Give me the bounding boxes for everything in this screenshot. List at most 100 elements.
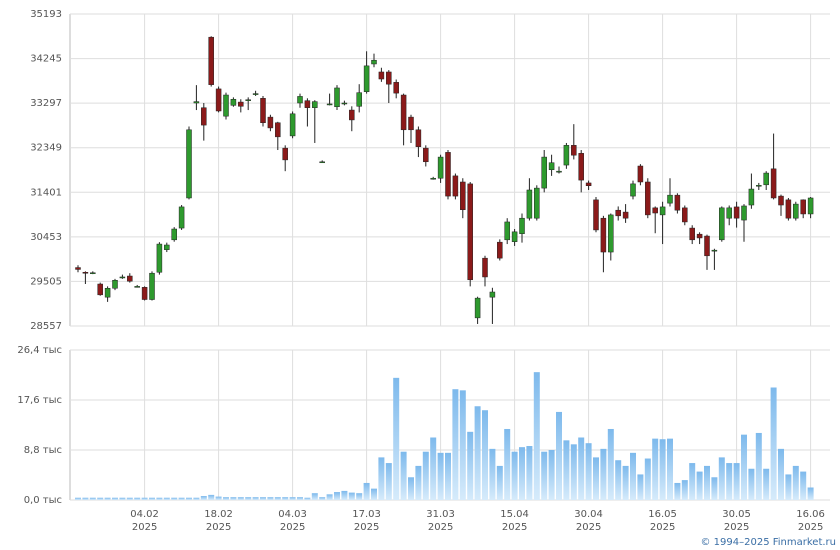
volume-bar (393, 377, 400, 500)
y-tick-label: 31401 (30, 187, 62, 198)
volume-bar (326, 494, 333, 500)
volume-bar (311, 493, 318, 500)
candle-body (193, 101, 200, 104)
volume-bar (334, 492, 340, 500)
y-tick-label: 33297 (30, 98, 62, 109)
volume-bar (356, 493, 363, 500)
candle-body (156, 243, 163, 273)
volume-bar (385, 463, 392, 500)
candle-body (201, 107, 207, 126)
volume-bar (297, 497, 303, 500)
volume-bar (141, 497, 148, 500)
volume-bar (149, 497, 155, 500)
volume-bar (200, 496, 207, 500)
candle-body (519, 217, 525, 234)
candle-body (282, 147, 288, 161)
volume-bar (607, 428, 614, 500)
volume-bar (563, 440, 570, 500)
candle-body (341, 102, 348, 105)
volume-bar (689, 463, 696, 500)
candle-body (430, 177, 436, 180)
volume-bar (437, 452, 444, 500)
volume-bar (748, 468, 755, 500)
volume-bar (792, 465, 799, 500)
volume-bar (452, 389, 459, 500)
volume-bar (304, 497, 311, 500)
candle-body (474, 297, 481, 319)
volume-bar (763, 468, 770, 500)
candle-body (260, 98, 266, 123)
volume-bar (622, 465, 629, 500)
candle-body (645, 181, 651, 216)
x-tick-label: 15.04 2025 (500, 509, 529, 533)
candle-body (726, 207, 732, 219)
volume-bar (267, 497, 274, 500)
volume-bar (548, 450, 555, 500)
candle-body (600, 217, 607, 253)
volume-bar (681, 480, 688, 500)
credit: © 1994–2025 Finmarket.ru (700, 537, 836, 548)
candle-body (534, 187, 540, 219)
volume-bar (82, 497, 89, 500)
candle-body (408, 116, 414, 131)
volume-bar (593, 457, 599, 500)
volume-bar (348, 492, 355, 500)
x-tick-label-line: 16.06 (796, 509, 825, 520)
candle-body (149, 272, 155, 300)
candle-body (793, 203, 799, 219)
y-tick-label: 26,4 тыс (17, 345, 62, 356)
candle-body (741, 205, 747, 221)
candle-body (423, 147, 429, 163)
volume-bar (770, 387, 777, 500)
candle-body (682, 207, 688, 223)
volume-bar (156, 497, 163, 500)
volume-bar (119, 497, 126, 500)
volume-bar (755, 432, 762, 500)
x-tick-label-line: 15.04 (500, 509, 529, 520)
volume-bar (541, 451, 548, 500)
volume-bar (733, 463, 740, 500)
candle-body (400, 94, 407, 131)
volume-bar (223, 497, 229, 500)
candle-body (482, 257, 488, 278)
volume-bar (459, 390, 466, 500)
candle-body (186, 129, 192, 199)
x-tick-label-line: 2025 (798, 522, 823, 533)
candle-body (800, 199, 806, 215)
candle-body (326, 103, 333, 106)
volume-bar (178, 497, 185, 500)
volume-bar (533, 372, 540, 500)
candle-body (770, 168, 777, 199)
candle-body (511, 231, 518, 242)
candle-body (386, 71, 392, 85)
candle-body (807, 197, 814, 215)
candle-body (119, 276, 126, 279)
volume-bar (134, 497, 141, 500)
candle-body (711, 249, 718, 252)
x-tick-label-line: 2025 (280, 522, 305, 533)
volume-bar (445, 452, 451, 500)
x-tick-label-line: 2025 (132, 522, 157, 533)
volume-bar (186, 497, 192, 500)
candle-body (556, 170, 562, 173)
candle-body (689, 227, 695, 241)
candle-body (630, 183, 636, 197)
candle-body (319, 161, 325, 164)
candle-body (756, 185, 762, 187)
volume-bar (674, 482, 681, 500)
x-tick-label-line: 04.03 (278, 509, 307, 520)
volume-bar (371, 488, 377, 500)
candle-body (733, 206, 740, 219)
candle-body (778, 195, 784, 206)
volume-bar (319, 497, 326, 500)
candle-body (90, 272, 96, 274)
candle-body (593, 199, 599, 231)
volume-bar (659, 439, 666, 500)
candle-body (363, 65, 370, 92)
candle-body (719, 207, 725, 241)
x-tick-label: 16.05 2025 (648, 509, 677, 533)
volume-bar (667, 438, 673, 500)
volume-bar (193, 497, 200, 500)
